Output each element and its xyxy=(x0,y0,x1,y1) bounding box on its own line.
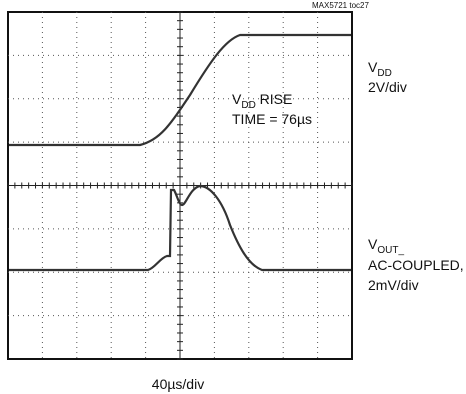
grid xyxy=(7,11,353,360)
ch1-label: VDD xyxy=(368,59,392,79)
time-scale: 40µs/div xyxy=(152,376,204,392)
ch1-scale: 2V/div xyxy=(368,79,407,95)
annotation-line-2: TIME = 76µs xyxy=(232,111,312,127)
ch2-coupling: AC-COUPLED, xyxy=(368,257,464,273)
vdd-trace xyxy=(9,33,351,147)
annotation-line-1: VDD RISE xyxy=(232,91,292,111)
ch2-scale: 2mV/div xyxy=(368,277,419,293)
vout-trace xyxy=(9,184,351,272)
figure-id: MAX5721 toc27 xyxy=(312,1,369,10)
ch2-label: VOUT_ xyxy=(368,236,404,256)
